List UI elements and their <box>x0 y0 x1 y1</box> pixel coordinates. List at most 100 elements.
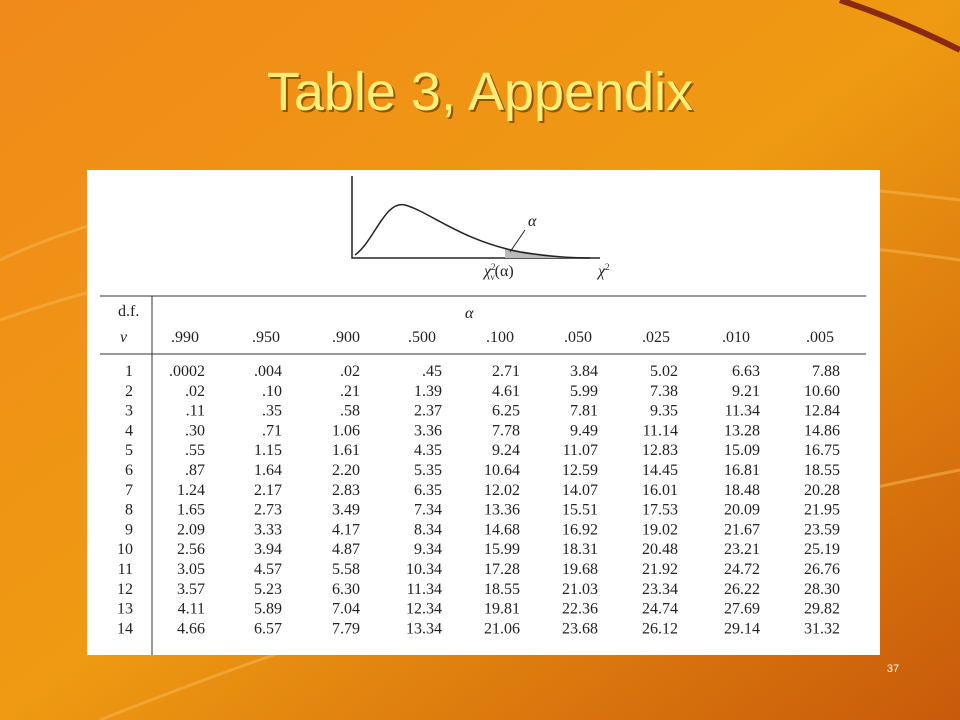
cell: 7.88 <box>812 363 840 380</box>
cell: 9.21 <box>732 383 760 400</box>
cell: 26.12 <box>642 620 678 637</box>
tail-area <box>505 248 585 258</box>
critical-label: χ2 ν(α) <box>482 262 514 282</box>
cell: 6.63 <box>732 363 760 380</box>
cell: 24.74 <box>642 601 678 618</box>
cell: 7.81 <box>570 403 598 420</box>
cell: 14.07 <box>562 482 598 499</box>
cell: 23.21 <box>724 541 760 558</box>
cell: .11 <box>186 403 205 420</box>
cell: 1.15 <box>254 442 282 459</box>
alpha-header: α <box>465 305 474 322</box>
cell: 5.89 <box>254 601 282 618</box>
cell: 3.36 <box>414 422 442 439</box>
cell: 1.24 <box>177 482 205 499</box>
cell: 31.32 <box>804 620 840 637</box>
cell: 16.81 <box>724 462 760 479</box>
cell: 15.99 <box>484 541 520 558</box>
column-header: .005 <box>806 329 834 346</box>
cell: 14.86 <box>804 422 840 439</box>
cell: 7.79 <box>332 620 360 637</box>
cell: 9.24 <box>492 442 520 459</box>
cell: 11.07 <box>563 442 598 459</box>
cell: 6.35 <box>414 482 442 499</box>
row-label: 8 <box>125 502 133 519</box>
cell: 2.73 <box>254 502 282 519</box>
cell: 4.66 <box>177 620 205 637</box>
cell: 12.83 <box>642 442 678 459</box>
cell: 13.34 <box>406 620 442 637</box>
nu-header: ν <box>120 329 128 346</box>
cell: 26.76 <box>804 561 840 578</box>
cell: 10.64 <box>484 462 520 479</box>
row-label: 5 <box>125 442 133 459</box>
cell: 5.58 <box>332 561 360 578</box>
title: Table 3, Appendix <box>267 62 693 122</box>
cell: 14.68 <box>484 521 520 538</box>
cell: 3.57 <box>177 581 205 598</box>
cell: 18.55 <box>804 462 840 479</box>
column-header: .100 <box>486 329 514 346</box>
cell: 2.71 <box>492 363 520 380</box>
axis-label: χ2 <box>596 262 610 280</box>
cell: 9.34 <box>414 541 442 558</box>
cell: 12.02 <box>484 482 520 499</box>
cell: 23.34 <box>642 581 678 598</box>
cell: 20.48 <box>642 541 678 558</box>
row-label: 3 <box>125 403 133 420</box>
cell: 1.61 <box>332 442 360 459</box>
cell: 4.61 <box>492 383 520 400</box>
column-header: .025 <box>642 329 670 346</box>
cell: 3.05 <box>177 561 205 578</box>
cell: 4.17 <box>332 521 360 538</box>
cell: 9.35 <box>650 403 678 420</box>
cell: 15.09 <box>724 442 760 459</box>
cell: 21.67 <box>724 521 760 538</box>
row-label: 13 <box>117 601 133 618</box>
cell: 4.87 <box>332 541 360 558</box>
cell: 16.01 <box>642 482 678 499</box>
cell: 21.03 <box>562 581 598 598</box>
cell: 19.81 <box>484 601 520 618</box>
cell: 29.14 <box>724 620 760 637</box>
cell: 26.22 <box>724 581 760 598</box>
cell: 21.92 <box>642 561 678 578</box>
cell: 18.48 <box>724 482 760 499</box>
table-panel <box>87 170 880 655</box>
cell: 4.35 <box>414 442 442 459</box>
cell: 29.82 <box>804 601 840 618</box>
cell: 23.59 <box>804 521 840 538</box>
cell: 1.64 <box>254 462 282 479</box>
pointer <box>509 229 526 253</box>
row-label: 12 <box>117 581 133 598</box>
cell: 2.37 <box>414 403 442 420</box>
page-number: 37 <box>887 663 899 675</box>
column-header: .990 <box>171 329 199 346</box>
cell: 2.83 <box>332 482 360 499</box>
row-label: 2 <box>125 383 133 400</box>
cell: 18.55 <box>484 581 520 598</box>
cell: 4.57 <box>254 561 282 578</box>
cell: 19.68 <box>562 561 598 578</box>
cell: 23.68 <box>562 620 598 637</box>
cell: .21 <box>340 383 360 400</box>
row-label: 11 <box>118 561 133 578</box>
cell: 7.04 <box>332 601 360 618</box>
column-header: .900 <box>332 329 360 346</box>
cell: 12.34 <box>406 601 442 618</box>
cell: 2.56 <box>177 541 205 558</box>
cell: .02 <box>340 363 360 380</box>
chi-square-figure: α χ2 ν(α) χ2 <box>351 176 610 282</box>
cell: 28.30 <box>804 581 840 598</box>
cell: 1.65 <box>177 502 205 519</box>
cell: 10.34 <box>406 561 442 578</box>
cell: 3.33 <box>254 521 282 538</box>
column-header: .010 <box>722 329 750 346</box>
cell: 7.34 <box>414 502 442 519</box>
arg: (α) <box>495 263 514 280</box>
cell: 17.28 <box>484 561 520 578</box>
cell: 6.30 <box>332 581 360 598</box>
cell: 10.60 <box>804 383 840 400</box>
row-label: 1 <box>125 363 133 380</box>
